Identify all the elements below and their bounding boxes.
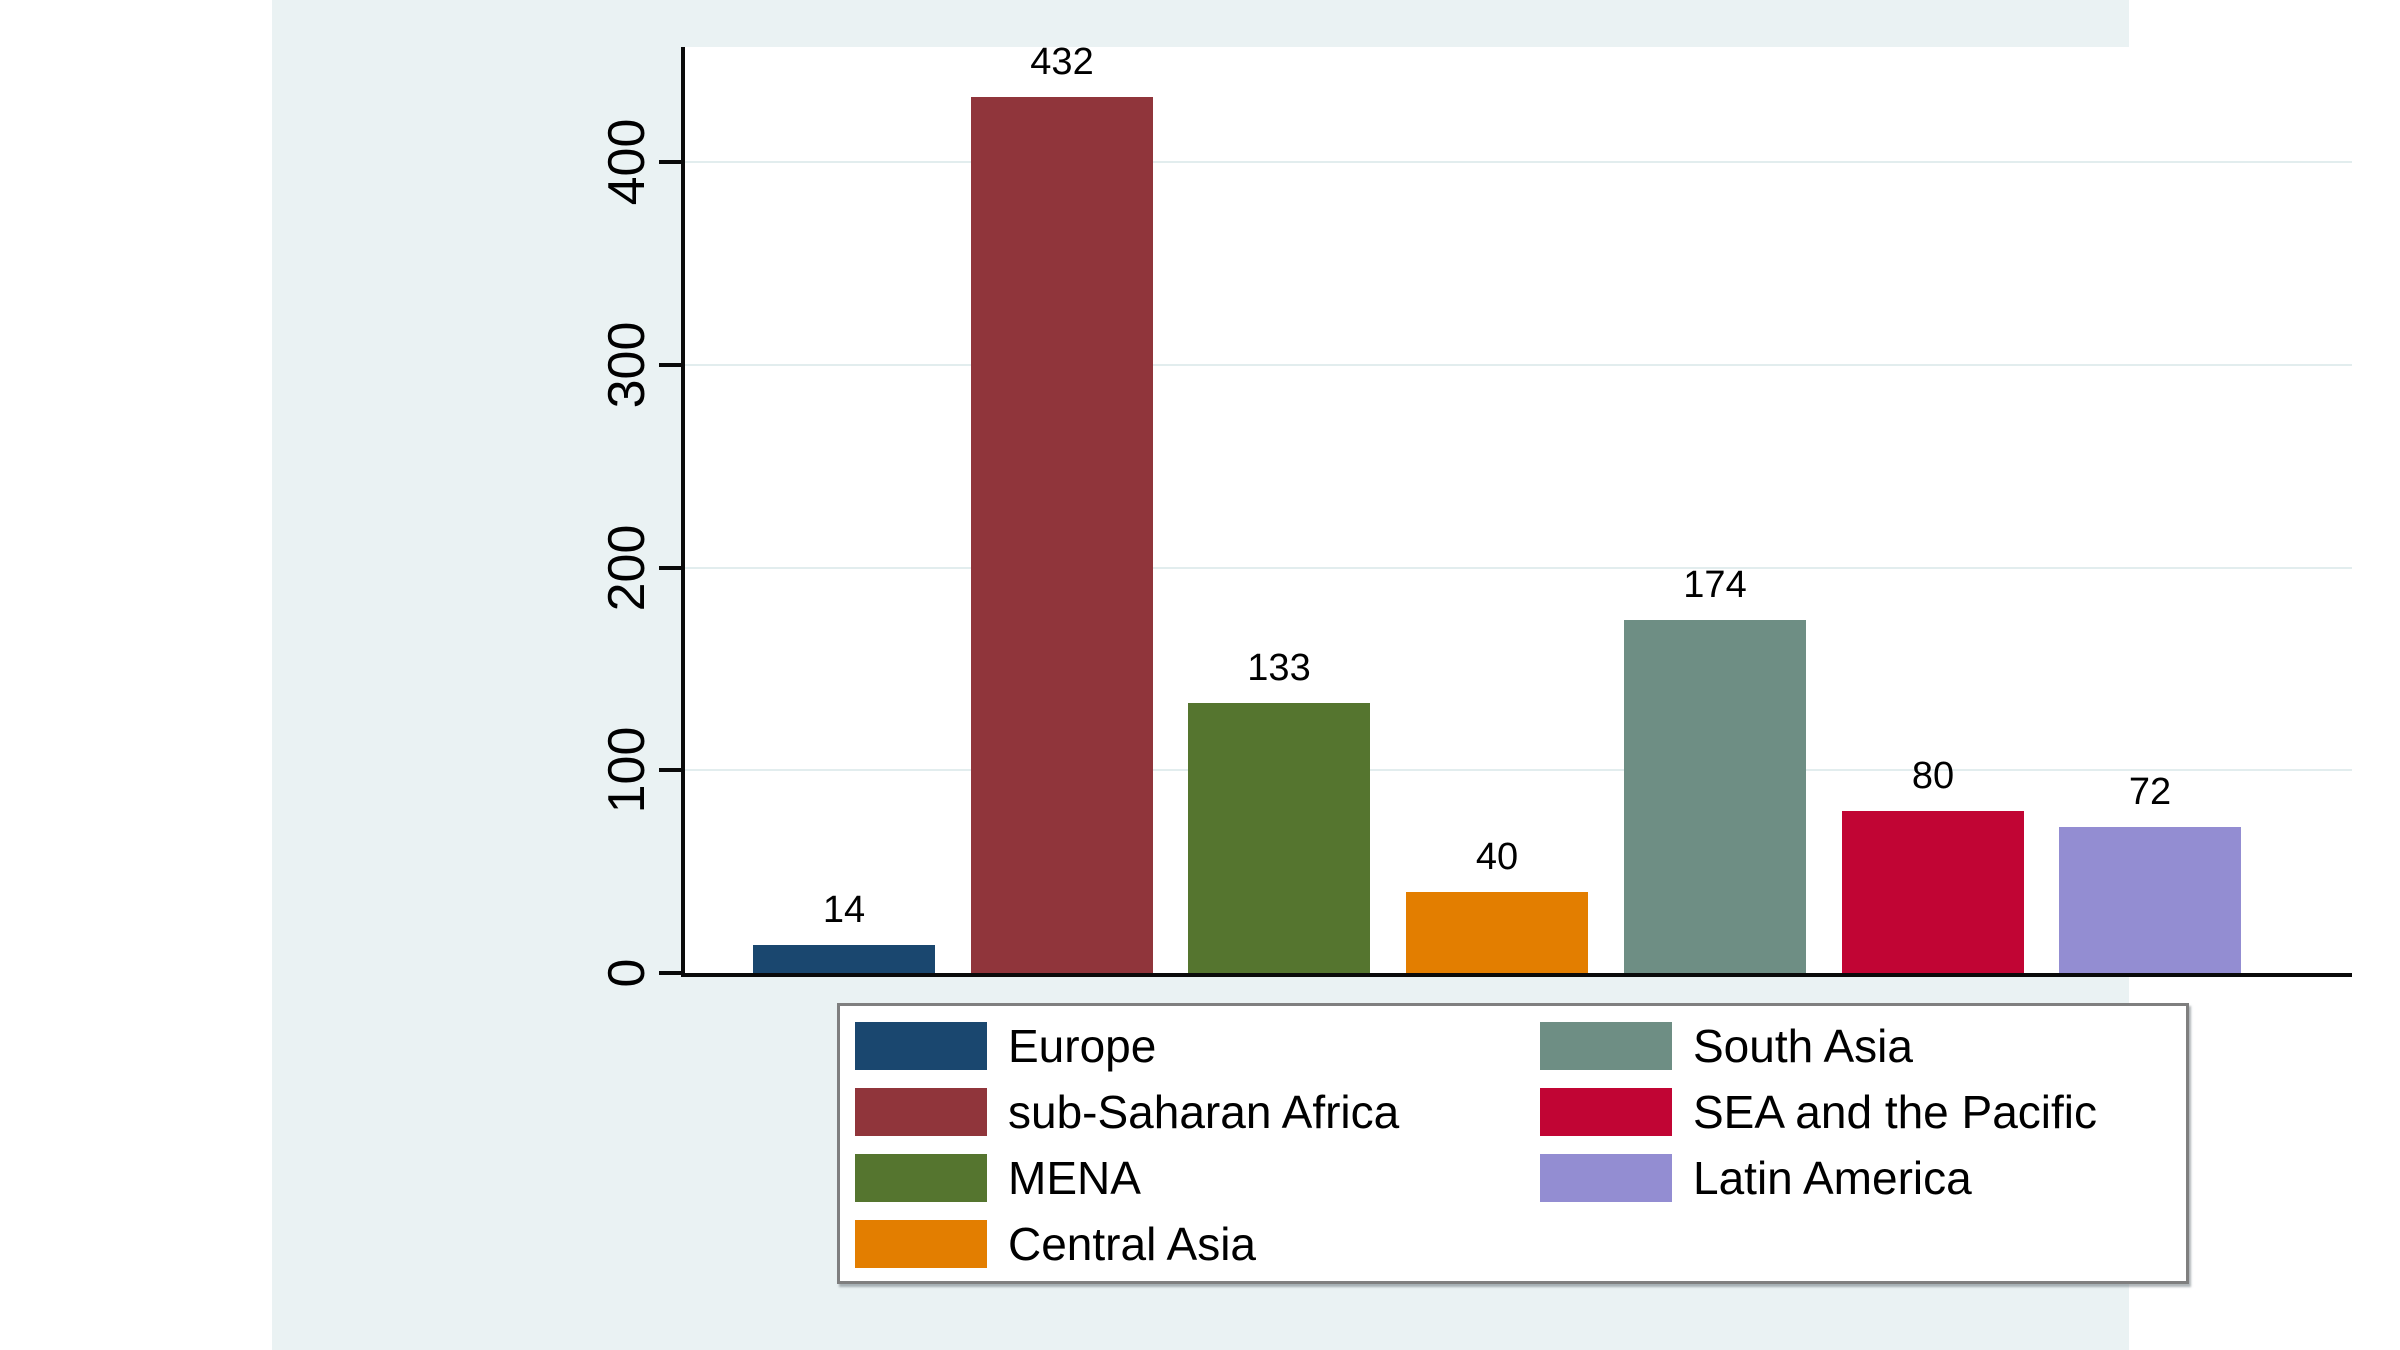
legend-swatch xyxy=(855,1088,987,1136)
bar-value-label: 174 xyxy=(1683,564,1747,606)
bar-value-label: 72 xyxy=(2128,771,2172,813)
plot-area xyxy=(685,47,2352,973)
bar-mena xyxy=(1188,703,1370,973)
legend-label: SEA and the Pacific xyxy=(1693,1086,2098,1138)
bar-south-asia xyxy=(1624,620,1806,973)
legend-swatch xyxy=(855,1022,987,1070)
y-tick-label: 100 xyxy=(598,726,656,814)
legend-swatch xyxy=(1540,1088,1672,1136)
legend-label: sub-Saharan Africa xyxy=(1008,1086,1400,1138)
bar-central-asia xyxy=(1406,892,1588,973)
legend-box: Europe sub-Saharan Africa MENA Central Asia… xyxy=(837,1003,2189,1284)
gridline-y-100 xyxy=(685,769,2352,772)
legend-label: South Asia xyxy=(1693,1020,1913,1072)
legend-label: MENA xyxy=(1008,1152,1141,1204)
bar-latin-america xyxy=(2059,827,2241,973)
y-tick-300 xyxy=(659,363,681,367)
legend-swatch xyxy=(855,1220,987,1268)
legend-label: Latin America xyxy=(1693,1152,1972,1204)
legend-item-sub-saharan-africa: sub-Saharan Africa xyxy=(855,1088,1495,1136)
chart-panel-background: 0 100 200 300 400 14 432 133 40 174 80 72 Europe su… xyxy=(272,0,2352,1350)
gridline-y-400 xyxy=(685,161,2352,163)
bar-value-label: 14 xyxy=(822,889,866,931)
y-tick-200 xyxy=(659,566,681,570)
y-tick-label: 300 xyxy=(598,321,656,409)
bar-europe xyxy=(753,945,935,973)
y-tick-100 xyxy=(659,768,681,772)
bar-value-label: 432 xyxy=(1030,41,1094,83)
y-tick-400 xyxy=(659,160,681,164)
bar-sub-saharan-africa xyxy=(971,97,1153,973)
legend-label: Central Asia xyxy=(1008,1218,1257,1270)
bar-value-label: 80 xyxy=(1911,755,1955,797)
y-axis-line xyxy=(681,47,685,977)
gridline-y-200 xyxy=(685,566,2352,569)
y-tick-0 xyxy=(659,971,681,975)
x-axis-line xyxy=(681,973,2352,977)
legend-item-south-asia: South Asia xyxy=(1540,1022,2180,1070)
y-tick-label: 200 xyxy=(598,524,656,612)
gridline-y-300 xyxy=(685,363,2352,366)
legend-item-mena: MENA xyxy=(855,1154,1495,1202)
y-tick-label: 400 xyxy=(598,118,656,206)
bar-sea-and-the-pacific xyxy=(1842,811,2024,973)
legend-swatch xyxy=(855,1154,987,1202)
legend-label: Europe xyxy=(1008,1020,1157,1072)
y-tick-label: 0 xyxy=(598,958,656,988)
legend-swatch xyxy=(1540,1154,1672,1202)
bar-value-label: 133 xyxy=(1247,647,1311,689)
legend-swatch xyxy=(1540,1022,1672,1070)
legend-item-europe: Europe xyxy=(855,1022,1495,1070)
bar-value-label: 40 xyxy=(1475,836,1519,878)
legend-item-sea-and-the-pacific: SEA and the Pacific xyxy=(1540,1088,2180,1136)
legend-item-latin-america: Latin America xyxy=(1540,1154,2180,1202)
legend-item-central-asia: Central Asia xyxy=(855,1220,1495,1268)
